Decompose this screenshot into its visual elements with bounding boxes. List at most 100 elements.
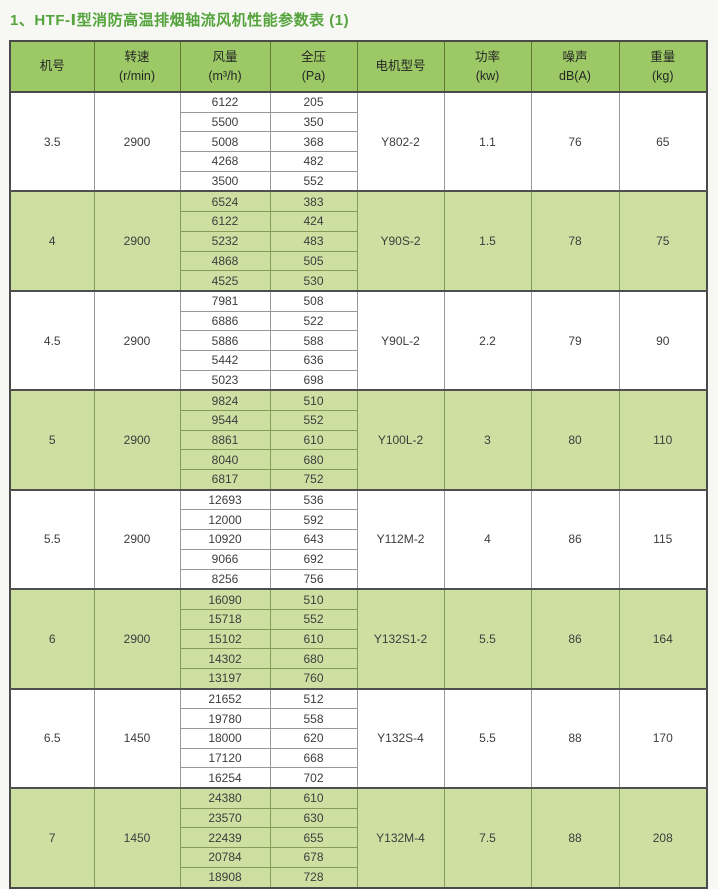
flow-cell: 7981 [179,289,271,312]
power-cell: 1.5 [443,190,532,292]
power-cell: 4 [443,488,532,590]
flow-cell: 16090 [179,588,271,610]
header-air-flow: 风量 (m³/h) [179,40,271,93]
pressure-cell: 610 [269,787,358,809]
table-row: 6122 424 [10,211,707,232]
header-machine-no: 机号 [9,40,95,93]
pressure-cell: 636 [269,349,358,371]
flow-cell: 5500 [179,111,271,133]
pressure-cell: 510 [269,389,358,412]
table-row: 4868 505 [10,250,707,272]
pressure-cell: 368 [269,131,358,153]
pressure-cell: 482 [269,151,358,172]
flow-cell: 9066 [179,548,271,570]
table-row: 8861 610 [10,429,707,451]
table-row: 19780 558 [10,708,707,729]
pressure-cell: 680 [269,449,358,471]
table-row: 13197 760 [10,667,707,690]
noise-cell: 76 [530,90,620,192]
flow-cell: 15718 [179,608,271,630]
power-cell: 7.5 [443,787,532,889]
pressure-cell: 424 [269,211,358,232]
table-row: 4 2900 6524 383 Y90S-2 1.5 78 75 [9,190,708,292]
table-row: 10920 643 [10,529,707,550]
header-label: 功率 [474,50,500,65]
speed-cell: 1450 [93,787,181,889]
weight-cell: 115 [618,488,708,590]
pressure-cell: 643 [269,529,358,550]
flow-cell: 17120 [179,747,271,769]
pressure-cell: 350 [269,111,358,133]
flow-cell: 24380 [179,787,271,809]
header-unit: (kg) [651,68,674,83]
machine-no-cell: 5 [9,389,95,491]
flow-cell: 18000 [179,728,271,749]
motor-cell: Y802-2 [356,90,445,192]
flow-cell: 5232 [179,230,271,252]
machine-no-cell: 7 [9,787,95,889]
power-cell: 1.1 [443,90,532,192]
header-power: 功率 (kw) [443,40,532,93]
pressure-cell: 698 [269,369,358,391]
flow-cell: 6524 [179,190,271,213]
weight-cell: 75 [618,190,708,292]
noise-cell: 86 [530,588,620,690]
flow-cell: 12693 [179,488,271,511]
machine-no-cell: 6.5 [9,687,95,789]
pressure-cell: 620 [269,728,358,749]
pressure-cell: 702 [269,767,358,789]
table-row: 5 2900 9824 510 Y100L-2 3 80 110 [9,389,708,491]
speed-cell: 2900 [93,389,181,491]
flow-cell: 12000 [179,509,271,531]
table-row: 5886 588 [10,330,707,351]
header-label: 电机型号 [375,59,426,74]
header-unit: (r/min) [118,68,156,83]
pressure-cell: 655 [269,827,358,849]
noise-cell: 80 [530,389,620,491]
table-row: 5008 368 [10,131,707,153]
noise-cell: 88 [530,687,620,789]
motor-cell: Y132M-4 [356,787,445,889]
power-cell: 3 [443,389,532,491]
speed-cell: 1450 [93,687,181,789]
flow-cell: 5008 [179,131,271,153]
flow-cell: 10920 [179,529,271,550]
table-row: 8256 756 [10,568,707,590]
pressure-cell: 630 [269,807,358,829]
pressure-cell: 512 [269,687,358,710]
flow-cell: 6817 [179,469,271,491]
header-label: 噪声 [562,50,588,65]
table-header: 机号 转速 (r/min) 风量 (m³/h) 全压 (Pa) 电机型号 功率 (kw) [9,40,708,93]
pressure-cell: 588 [269,330,358,351]
table-row: 5232 483 [10,230,707,252]
flow-cell: 15102 [179,628,271,650]
machine-no-cell: 6 [9,588,95,690]
machine-no-cell: 5.5 [9,488,95,590]
table-row: 17120 668 [10,747,707,769]
pressure-cell: 692 [269,548,358,570]
header-label: 重量 [650,50,676,65]
table-row: 4.5 2900 7981 508 Y90L-2 2.2 79 90 [9,289,708,391]
weight-cell: 110 [618,389,708,491]
header-speed: 转速 (r/min) [93,40,181,93]
pressure-cell: 552 [269,170,358,192]
weight-cell: 65 [618,90,708,192]
flow-cell: 4268 [179,151,271,172]
pressure-cell: 510 [269,588,358,610]
motor-cell: Y132S1-2 [356,588,445,690]
motor-cell: Y100L-2 [356,389,445,491]
flow-cell: 21652 [179,687,271,710]
noise-cell: 79 [530,289,620,391]
header-noise: 噪声 dB(A) [530,40,620,93]
header-label: 全压 [300,50,326,65]
pressure-cell: 680 [269,648,358,669]
pressure-cell: 678 [269,847,358,868]
table-body: 3.5 2900 6122 205 Y802-2 1.1 76 65 5500 350 5008 36… [9,90,708,889]
flow-cell: 4525 [179,270,271,292]
pressure-cell: 592 [269,509,358,531]
header-motor-model: 电机型号 [356,40,445,93]
header-unit: (m³/h) [208,68,242,83]
table-row: 9544 552 [10,410,707,431]
flow-cell: 5886 [179,330,271,351]
flow-cell: 6122 [179,90,271,113]
